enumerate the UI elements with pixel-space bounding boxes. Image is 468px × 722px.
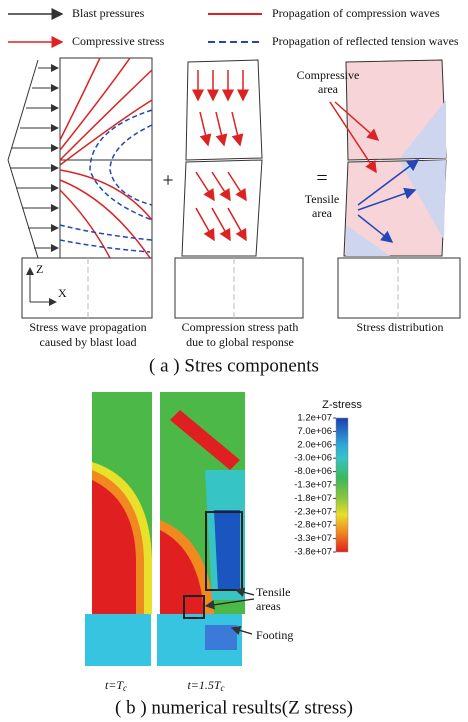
axis-label: Z xyxy=(36,262,43,276)
annotation: area xyxy=(312,206,333,220)
colorbar-label: -2.3e+07 xyxy=(294,506,332,517)
colorbar-label: -3.0e+06 xyxy=(294,453,332,464)
colorbar-label: -8.0e+06 xyxy=(294,466,332,477)
colorbar-label: -1.8e+07 xyxy=(294,493,332,504)
panel-compression xyxy=(175,60,303,318)
annotation: Tensile xyxy=(256,585,290,599)
colorbar-label: -1.3e+07 xyxy=(294,480,332,491)
panel-caption: due to global response xyxy=(186,335,294,349)
legend: Blast pressures Propagation of compressi… xyxy=(8,6,459,48)
annotation: area xyxy=(318,82,339,96)
panel-caption: Stress distribution xyxy=(356,320,443,334)
time-main: t=T xyxy=(105,678,124,692)
caption: ( b ) numerical results(Z stress) xyxy=(115,697,353,718)
figure: Blast pressures Propagation of compressi… xyxy=(0,0,468,722)
time-sub: c xyxy=(221,683,225,693)
colorbar-labels: 1.2e+07 7.0e+06 2.0e+06 -3.0e+06 -8.0e+06 -1.… xyxy=(294,413,336,558)
time-label: t=Tc xyxy=(105,678,127,693)
panel-caption: Stress wave propagation xyxy=(29,320,146,334)
colorbar-label: -3.3e+07 xyxy=(294,533,332,544)
colorbar-label: -2.8e+07 xyxy=(294,520,332,531)
annotation: Compressive xyxy=(297,68,360,82)
time-main: t=1.5T xyxy=(187,678,221,692)
operator: = xyxy=(316,168,327,190)
caption: ( a ) Stres components xyxy=(149,355,319,376)
time-label: t=1.5Tc xyxy=(187,678,224,693)
panel-distribution xyxy=(330,60,460,318)
annotation: Tensile xyxy=(305,192,339,206)
panel-caption: Compression stress path xyxy=(182,320,299,334)
panel-wave xyxy=(8,58,152,318)
colorbar-label: 2.0e+06 xyxy=(297,439,332,450)
panel-caption: caused by blast load xyxy=(40,335,137,349)
legend-text: Propagation of compression waves xyxy=(272,6,440,20)
annotation: Footing xyxy=(256,628,293,642)
operator: + xyxy=(162,170,173,192)
legend-text: Compressive stress xyxy=(72,34,165,48)
colorbar-label: -3.8e+07 xyxy=(294,547,332,558)
colorbar-title: Z-stress xyxy=(322,399,362,411)
colorbar-label: 1.2e+07 xyxy=(297,413,332,424)
annotation: areas xyxy=(256,599,281,613)
time-sub: c xyxy=(123,683,127,693)
axis-label: X xyxy=(58,286,67,300)
legend-text: Propagation of reflected tension waves xyxy=(272,34,459,48)
colorbar-label: 7.0e+06 xyxy=(297,426,332,437)
legend-text: Blast pressures xyxy=(72,6,145,20)
